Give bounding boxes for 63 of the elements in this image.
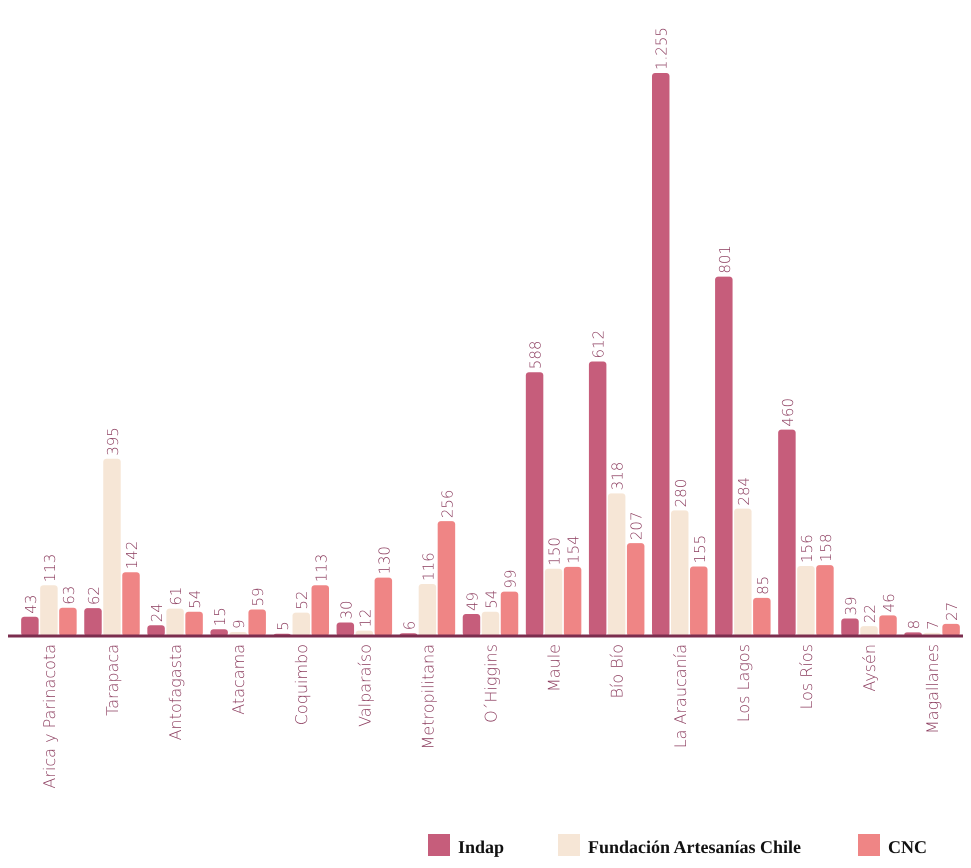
data-label: 155	[690, 534, 709, 564]
data-label: 158	[816, 533, 835, 562]
data-label: 22	[861, 604, 880, 624]
data-label: 207	[628, 512, 646, 540]
data-label: 63	[60, 586, 78, 605]
data-label: 156	[798, 534, 816, 564]
data-label: 801	[716, 245, 734, 274]
x-tick-label: Los Lagos	[734, 644, 753, 722]
x-tick-label: Tarapaca	[102, 644, 122, 716]
x-tick-label: Valparaíso	[355, 644, 374, 727]
data-label: 27	[943, 602, 962, 621]
data-label: 49	[463, 592, 482, 612]
x-tick-label: La Araucanía	[670, 644, 690, 748]
data-label: 46	[880, 593, 898, 612]
data-label: 54	[482, 590, 500, 609]
data-label: 460	[778, 398, 797, 427]
legend-label: CNC	[888, 837, 927, 857]
x-tick-label: Maule	[544, 644, 564, 692]
data-label: 284	[734, 476, 753, 506]
data-label: 130	[375, 546, 394, 575]
data-label: 5	[274, 621, 292, 631]
data-label: 43	[22, 594, 40, 614]
data-label: 256	[438, 490, 456, 518]
x-tick-label: Atacama	[229, 644, 248, 715]
data-label: 116	[419, 552, 438, 581]
data-label: 99	[502, 569, 520, 589]
data-label: 588	[526, 340, 545, 370]
x-tick-label: Arica y Parinacota	[40, 644, 59, 789]
data-label: 395	[104, 427, 122, 456]
data-label: 113	[312, 554, 330, 582]
data-label: 6	[400, 620, 418, 630]
data-label: 154	[564, 535, 583, 564]
x-tick-label: Bío Bío	[608, 644, 627, 699]
data-label: 30	[337, 600, 356, 620]
x-tick-label: Metropilitana	[418, 644, 438, 750]
x-tick-label: Aysén	[860, 644, 880, 692]
data-label: 318	[608, 462, 627, 490]
x-tick-label: Antofagasta	[166, 644, 186, 740]
data-label: 9	[230, 619, 248, 629]
data-label: 62	[84, 586, 103, 606]
data-label: 7	[924, 620, 942, 630]
data-label: 113	[40, 554, 59, 582]
data-label: 85	[754, 576, 772, 595]
data-label: 24	[148, 603, 166, 622]
data-label: 59	[249, 587, 268, 607]
x-tick-label: Coquimbo	[292, 644, 312, 726]
legend-label: Indap	[458, 837, 504, 857]
data-label: 61	[167, 586, 186, 606]
data-label: 612	[590, 330, 608, 358]
data-label: 150	[546, 537, 564, 566]
data-label: 142	[123, 540, 142, 570]
data-label: 54	[186, 590, 204, 609]
legend-label: Fundación Artesanías Chile	[588, 837, 802, 857]
x-tick-label: O´Higgins	[482, 644, 500, 723]
data-label: 52	[293, 590, 312, 610]
x-tick-label: Los Ríos	[796, 644, 816, 710]
x-tick-label: Magallanes	[923, 644, 942, 734]
data-label: 8	[905, 620, 924, 630]
data-label: 15	[211, 607, 230, 626]
data-label: 39	[842, 596, 860, 616]
data-label: 1.255	[652, 27, 671, 70]
data-label: 12	[356, 608, 374, 628]
data-label: 280	[672, 478, 690, 508]
